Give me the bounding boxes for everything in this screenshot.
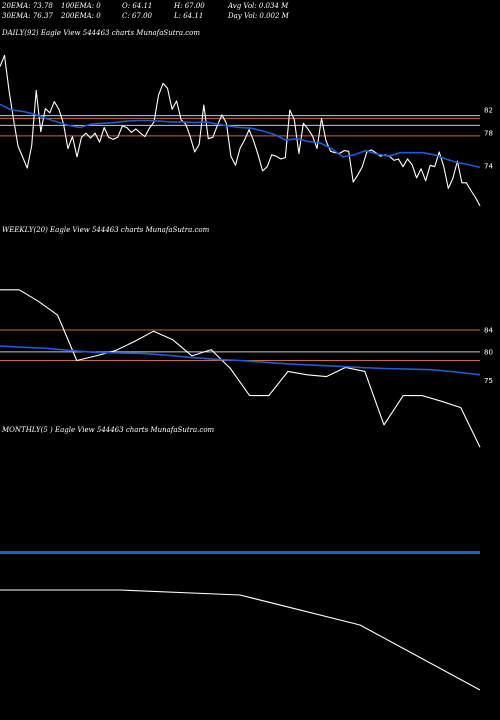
weekly-panel-title: WEEKLY(20) Eagle View 544463 charts Muna… bbox=[2, 226, 210, 234]
ema-line-0 bbox=[0, 103, 481, 169]
ema200-readout: 200EMA: 0 bbox=[61, 12, 101, 20]
ema-line-1 bbox=[0, 345, 481, 376]
day-vol-readout: Day Vol: 0.002 M bbox=[228, 12, 289, 20]
y-tick-label-1-0: 84 bbox=[484, 327, 493, 335]
price-line-0 bbox=[0, 54, 481, 207]
ema20-readout: 20EMA: 73.78 bbox=[2, 2, 53, 10]
y-tick-label-0-1: 78 bbox=[484, 130, 493, 138]
high-readout: H: 67.00 bbox=[174, 2, 205, 10]
price-line-1 bbox=[0, 289, 481, 448]
y-tick-label-1-1: 80 bbox=[484, 348, 493, 356]
ema30-readout: 30EMA: 76.37 bbox=[2, 12, 53, 20]
open-readout: O: 64.11 bbox=[122, 2, 153, 10]
price-line-2 bbox=[0, 589, 481, 691]
y-tick-label-1-2: 75 bbox=[484, 377, 493, 385]
close-readout: C: 67.00 bbox=[122, 12, 152, 20]
y-tick-label-0-0: 82 bbox=[484, 107, 493, 115]
monthly-panel-title: MONTHLY(5 ) Eagle View 544463 charts Mun… bbox=[2, 426, 215, 434]
avg-vol-readout: Avg Vol: 0.034 M bbox=[228, 2, 289, 10]
ema100-readout: 100EMA: 0 bbox=[61, 2, 101, 10]
y-tick-label-0-2: 74 bbox=[484, 163, 493, 171]
daily-panel-title: DAILY(92) Eagle View 544463 charts Munaf… bbox=[2, 29, 201, 37]
low-readout: L: 64.11 bbox=[174, 12, 204, 20]
